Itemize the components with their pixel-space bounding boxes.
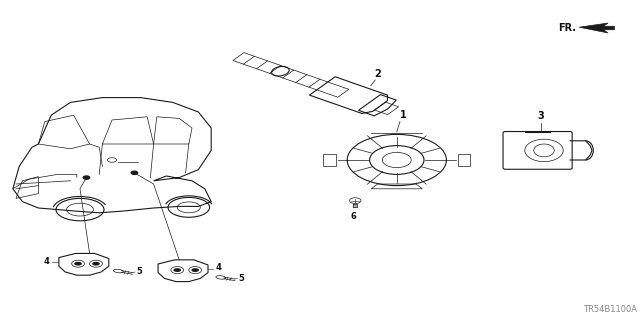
Text: 5: 5	[136, 267, 142, 276]
Text: 5: 5	[239, 274, 244, 283]
Circle shape	[131, 171, 138, 174]
Text: 2: 2	[374, 69, 381, 79]
Circle shape	[74, 262, 82, 266]
Text: 4: 4	[44, 257, 50, 266]
Text: 6: 6	[350, 212, 356, 221]
Text: 4: 4	[216, 263, 221, 272]
Text: 1: 1	[400, 110, 406, 120]
Text: TR54B1100A: TR54B1100A	[583, 305, 637, 314]
Polygon shape	[579, 23, 614, 33]
Circle shape	[173, 268, 181, 272]
Circle shape	[83, 176, 90, 179]
Text: 3: 3	[538, 111, 544, 121]
Circle shape	[92, 262, 100, 266]
Text: FR.: FR.	[558, 23, 576, 33]
Circle shape	[191, 268, 199, 272]
